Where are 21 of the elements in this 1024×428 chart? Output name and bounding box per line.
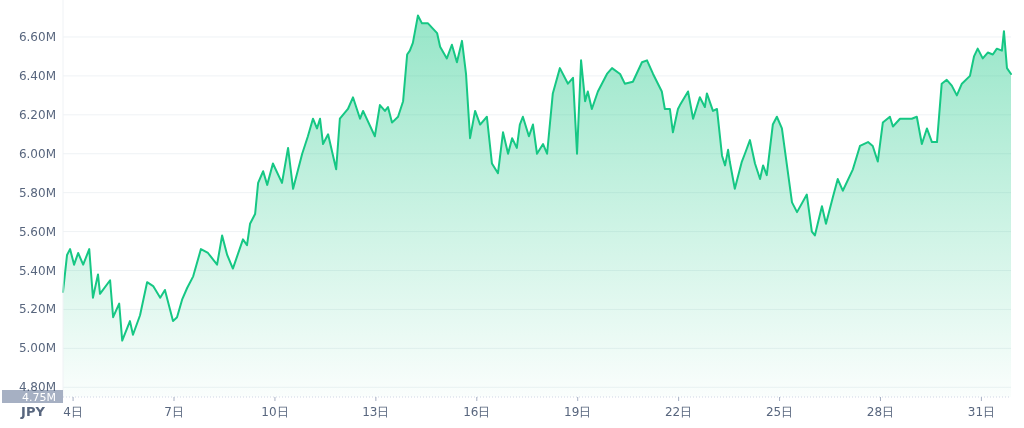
y-tick-label: 4.75M: [22, 391, 56, 404]
x-tick-label: 4日: [63, 405, 83, 419]
x-tick-label: 25日: [765, 405, 794, 419]
x-tick-label: 19日: [564, 405, 592, 419]
y-tick-label: 6.40M: [18, 68, 56, 83]
y-axis-title: JPY: [20, 404, 46, 419]
x-tick-label: 22日: [664, 405, 693, 419]
x-tick-label: 28日: [866, 405, 895, 419]
y-tick-label: 5.40M: [18, 263, 56, 278]
y-tick-label: 6.60M: [18, 29, 56, 44]
y-tick-label: 6.20M: [18, 107, 56, 122]
y-tick-label: 5.20M: [18, 302, 56, 317]
x-tick-label: 31日: [967, 405, 996, 419]
x-tick-label: 16日: [463, 405, 491, 419]
x-tick-label: 7日: [164, 405, 184, 419]
y-tick-label: 5.60M: [18, 224, 56, 239]
y-tick-label: 5.80M: [18, 185, 56, 200]
x-tick-label: 13日: [362, 405, 390, 419]
y-tick-label: 5.00M: [18, 341, 56, 356]
y-tick-label: 6.00M: [18, 146, 56, 161]
x-tick-label: 10日: [261, 405, 289, 419]
